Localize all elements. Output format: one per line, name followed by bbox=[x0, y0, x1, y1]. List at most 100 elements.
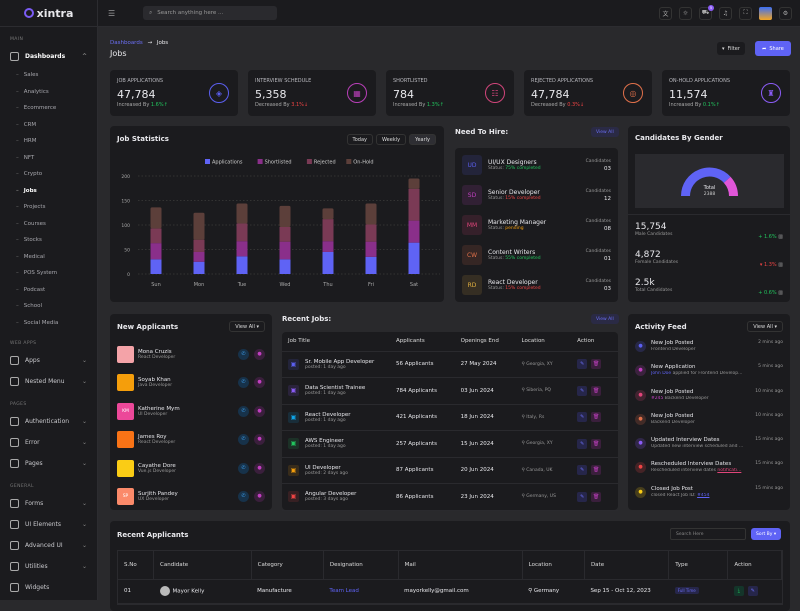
edit-icon[interactable]: ✎ bbox=[577, 465, 588, 476]
activity-item[interactable]: ● New Job Posted 2 mins ago Frontend Deve… bbox=[628, 340, 790, 364]
table-row[interactable]: 01 Mayor Kelly Manufacture Team Lead may… bbox=[118, 579, 782, 604]
delete-icon[interactable]: 🗑 bbox=[591, 491, 602, 502]
sidebar-item-ui-elements[interactable]: UI Elements ⌄ bbox=[0, 514, 97, 535]
edit-icon[interactable]: ✎ bbox=[577, 359, 588, 370]
applicant-item[interactable]: Mona Cruzis React Developer ✆ ● bbox=[110, 340, 272, 369]
job-title[interactable]: Sr. Mobile App Developer bbox=[305, 358, 375, 365]
sidebar-item-social-media[interactable]: Social Media bbox=[0, 315, 97, 332]
table-row[interactable]: ▣ Data Scientist Trainee posted: 1 day ago… bbox=[282, 377, 618, 405]
hire-item[interactable]: UD UI/UX Designers Status: 75% completed … bbox=[455, 150, 618, 180]
fullscreen-icon[interactable]: ⛶ bbox=[739, 6, 752, 20]
tab-yearly[interactable]: Yearly bbox=[409, 134, 436, 145]
cart-icon[interactable]: ⛟ 5 bbox=[699, 4, 714, 20]
sidebar-item-utilities[interactable]: Utilities ⌄ bbox=[0, 556, 97, 577]
edit-icon[interactable]: ✎ bbox=[577, 385, 588, 396]
delete-icon[interactable]: 🗑 bbox=[591, 385, 602, 396]
phone-icon[interactable]: ✆ bbox=[238, 491, 249, 503]
edit-icon[interactable]: ✎ bbox=[577, 412, 588, 423]
sidebar-item-dashboards[interactable]: Dashboards ^ bbox=[0, 46, 97, 67]
activity-item[interactable]: ● New Job Posted 10 mins ago Backend Deve… bbox=[628, 413, 790, 437]
message-icon[interactable]: ● bbox=[254, 377, 265, 389]
hire-item[interactable]: SD Senior Developer Status: 15% completed… bbox=[455, 180, 618, 210]
sidebar-item-stocks[interactable]: Stocks bbox=[0, 232, 97, 249]
hire-item[interactable]: CW Content Writers Status: 55% completed … bbox=[455, 240, 618, 270]
sidebar-item-crypto[interactable]: Crypto bbox=[0, 166, 97, 183]
applicant-item[interactable]: KM Katherine Mym UI Developer ✆ ● bbox=[110, 397, 272, 426]
sidebar-item-sales[interactable]: Sales bbox=[0, 67, 97, 84]
job-title[interactable]: Data Scientist Trainee bbox=[305, 385, 366, 392]
delete-icon[interactable]: 🗑 bbox=[591, 359, 602, 370]
notification-icon[interactable]: ♫ bbox=[719, 6, 732, 20]
edit-icon[interactable]: ✎ bbox=[577, 438, 588, 449]
sidebar-item-medical[interactable]: Medical bbox=[0, 249, 97, 266]
applicant-item[interactable]: James Roy React Developer ✆ ● bbox=[110, 426, 272, 455]
filter-button[interactable]: ▾ Filter bbox=[717, 42, 745, 55]
job-title[interactable]: UI Developer bbox=[305, 464, 341, 471]
edit-icon[interactable]: ✎ bbox=[577, 491, 588, 502]
share-button[interactable]: ➦ Share bbox=[755, 41, 791, 56]
hire-view-all-button[interactable]: View All bbox=[591, 127, 619, 137]
designation[interactable]: Team Lead bbox=[323, 579, 399, 604]
sidebar-item-widgets[interactable]: Widgets bbox=[0, 577, 97, 598]
activity-item[interactable]: ● New Application 5 mins ago John Doe app… bbox=[628, 364, 790, 388]
sidebar-item-school[interactable]: School bbox=[0, 298, 97, 315]
message-icon[interactable]: ● bbox=[254, 434, 265, 446]
search-input[interactable]: ⌕ Search anything here ... bbox=[143, 6, 278, 20]
phone-icon[interactable]: ✆ bbox=[238, 405, 249, 417]
jobs-view-all-button[interactable]: View All bbox=[591, 314, 619, 324]
table-row[interactable]: ▣ Sr. Mobile App Developer posted: 1 day a… bbox=[282, 351, 618, 378]
sidebar-item-ecommerce[interactable]: Ecommerce bbox=[0, 100, 97, 117]
sidebar-item-pos-system[interactable]: POS System bbox=[0, 265, 97, 282]
sidebar-item-podcast[interactable]: Podcast bbox=[0, 282, 97, 299]
activity-highlight[interactable]: John Doe bbox=[651, 371, 672, 377]
sidebar-item-forms[interactable]: Forms ⌄ bbox=[0, 493, 97, 514]
job-title[interactable]: Angular Developer bbox=[305, 491, 357, 498]
sidebar-item-jobs[interactable]: Jobs bbox=[0, 183, 97, 200]
sidebar-item-crm[interactable]: CRM bbox=[0, 117, 97, 134]
phone-icon[interactable]: ✆ bbox=[238, 462, 249, 474]
table-row[interactable]: ▣ UI Developer posted: 2 days ago 87 Appli… bbox=[282, 457, 618, 484]
sidebar-item-hrm[interactable]: HRM bbox=[0, 133, 97, 150]
message-icon[interactable]: ● bbox=[254, 491, 265, 503]
sidebar-item-authentication[interactable]: Authentication ⌄ bbox=[0, 411, 97, 432]
activity-link[interactable]: #454 bbox=[697, 492, 710, 498]
hire-item[interactable]: MM Marketing Manager Status: pending Cand… bbox=[455, 210, 618, 240]
activity-link[interactable]: notificati... bbox=[717, 468, 742, 474]
delete-icon[interactable]: 🗑 bbox=[591, 412, 602, 423]
sidebar-item-nft[interactable]: NFT bbox=[0, 150, 97, 167]
message-icon[interactable]: ● bbox=[254, 348, 265, 360]
breadcrumb-dashboards[interactable]: Dashboards bbox=[110, 40, 143, 46]
menu-toggle-icon[interactable]: ☰ bbox=[108, 8, 116, 18]
applicant-item[interactable]: Cayathe Dore Vue.js Developer ✆ ● bbox=[110, 454, 272, 483]
message-icon[interactable]: ● bbox=[254, 462, 265, 474]
phone-icon[interactable]: ✆ bbox=[238, 377, 249, 389]
message-icon[interactable]: ● bbox=[254, 405, 265, 417]
sidebar-item-apps[interactable]: Apps ⌄ bbox=[0, 350, 97, 371]
tab-today[interactable]: Today bbox=[346, 134, 374, 145]
job-title[interactable]: AWS Engineer bbox=[305, 438, 344, 445]
activity-item[interactable]: ● Rescheduled Interview Dates 15 mins ago… bbox=[628, 461, 790, 485]
sidebar-item-courses[interactable]: Courses bbox=[0, 216, 97, 233]
activity-item[interactable]: ● Updated Interview Dates 15 mins ago Upd… bbox=[628, 437, 790, 461]
applicants-view-all-button[interactable]: View All ▾ bbox=[229, 321, 265, 332]
phone-icon[interactable]: ✆ bbox=[238, 348, 249, 360]
activity-view-all-button[interactable]: View All ▾ bbox=[747, 321, 783, 332]
table-row[interactable]: ▣ Angular Developer posted: 3 days ago 86 … bbox=[282, 483, 618, 511]
applicant-item[interactable]: SP Surjith Pandey UX Developer ✆ ● bbox=[110, 483, 272, 512]
sidebar-item-analytics[interactable]: Analytics bbox=[0, 84, 97, 101]
settings-icon[interactable]: ⚙ bbox=[779, 6, 792, 20]
theme-toggle-icon[interactable]: ☼ bbox=[679, 6, 692, 20]
sidebar-item-projects[interactable]: Projects bbox=[0, 199, 97, 216]
sort-by-button[interactable]: Sort By ▾ bbox=[751, 528, 782, 540]
activity-item[interactable]: ● Closed Job Post 15 mins ago closed Reac… bbox=[628, 486, 790, 510]
sidebar-item-error[interactable]: Error ⌄ bbox=[0, 432, 97, 453]
delete-icon[interactable]: 🗑 bbox=[591, 465, 602, 476]
applicant-item[interactable]: Soyab Khan Java Developer ✆ ● bbox=[110, 369, 272, 398]
download-icon[interactable]: ⤓ bbox=[733, 586, 744, 596]
translate-icon[interactable]: 文 bbox=[659, 6, 672, 20]
sidebar-item-pages[interactable]: Pages ⌄ bbox=[0, 453, 97, 474]
activity-item[interactable]: ● New Job Posted 10 mins ago #245 Backend… bbox=[628, 389, 790, 413]
hire-item[interactable]: RD React Developer Status: 15% completed … bbox=[455, 270, 618, 300]
user-avatar[interactable] bbox=[759, 6, 772, 20]
delete-icon[interactable]: 🗑 bbox=[591, 438, 602, 449]
